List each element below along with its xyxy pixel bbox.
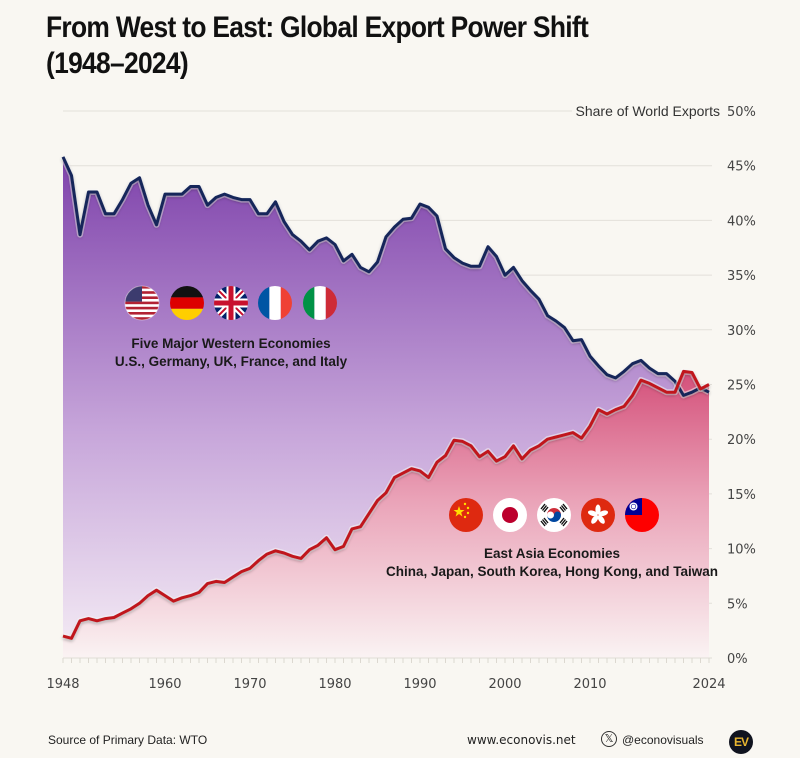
y-tick-label: 45%	[727, 160, 756, 175]
y-tick-label: 10%	[727, 543, 756, 558]
chart-title: From West to East: Global Export Power S…	[46, 10, 662, 82]
x-tick-label: 1970	[233, 677, 266, 692]
website-link[interactable]: www.econovis.net	[467, 733, 576, 747]
y-tick-label: 40%	[727, 214, 756, 229]
us-flag-icon	[124, 285, 160, 321]
y-axis-labels: 0% 5% 10% 15% 20% 25% 30% 35% 40% 45% 50%	[727, 105, 756, 667]
x-tick-label: 1948	[46, 677, 79, 692]
y-axis-title: Share of World Exports	[576, 103, 720, 119]
y-tick-label: 35%	[727, 269, 756, 284]
uk-flag-icon	[214, 286, 248, 320]
x-tick-label: 1960	[148, 677, 181, 692]
area-fills	[63, 156, 709, 658]
y-tick-label: 5%	[727, 597, 748, 612]
east-area	[63, 371, 709, 658]
series-lines	[60, 155, 711, 642]
y-tick-label: 0%	[727, 652, 748, 667]
x-twitter-icon[interactable]: 𝕏	[601, 731, 617, 747]
east-flags	[449, 498, 659, 532]
west-group-title: Five Major Western Economies	[131, 336, 330, 351]
x-tick-label: 2000	[488, 677, 521, 692]
x-tick-label: 1980	[318, 677, 351, 692]
social-handle[interactable]: @econovisuals	[622, 733, 704, 747]
east-group-title: East Asia Economies	[484, 546, 620, 561]
taiwan-flag-icon	[625, 498, 659, 532]
france-flag-icon	[258, 286, 292, 320]
east-group-subtitle: China, Japan, South Korea, Hong Kong, an…	[386, 564, 718, 579]
x-axis-labels: 1948 1960 1970 1980 1990 2000 2010 2024	[46, 677, 725, 692]
west-flags	[124, 285, 337, 321]
y-tick-label: 15%	[727, 488, 756, 503]
x-axis-ticks	[62, 657, 712, 663]
japan-flag-icon	[493, 498, 527, 532]
y-tick-label: 50%	[727, 105, 756, 120]
y-tick-label: 25%	[727, 379, 756, 394]
title-line-1: From West to East: Global Export Power S…	[46, 11, 589, 44]
y-tick-label: 30%	[727, 324, 756, 339]
italy-flag-icon	[303, 286, 337, 320]
x-tick-label: 1990	[403, 677, 436, 692]
title-line-2: (1948–2024)	[46, 47, 189, 80]
east-line	[62, 369, 710, 640]
west-line	[61, 156, 710, 397]
hong-kong-flag-icon	[581, 498, 615, 532]
x-tick-label: 2010	[573, 677, 606, 692]
x-tick-label: 2024	[692, 677, 725, 692]
china-flag-icon	[449, 498, 483, 532]
south-korea-flag-icon	[537, 498, 571, 532]
west-group-subtitle: U.S., Germany, UK, France, and Italy	[115, 354, 348, 369]
germany-flag-icon	[170, 286, 204, 320]
econovis-logo: EV	[729, 730, 753, 754]
y-tick-label: 20%	[727, 433, 756, 448]
source-note: Source of Primary Data: WTO	[48, 733, 208, 747]
